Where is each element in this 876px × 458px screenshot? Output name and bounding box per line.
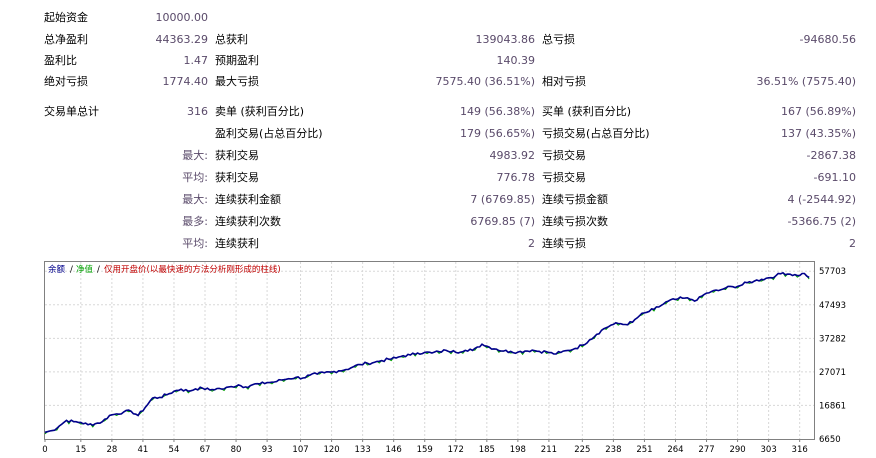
- chart-frame: [44, 261, 815, 440]
- average-loss-label: 亏损交易: [542, 171, 586, 184]
- legend-sep-2: /: [97, 265, 100, 275]
- average-prefix: 平均:: [182, 171, 208, 184]
- x-tick-label: 316: [792, 445, 808, 455]
- x-tick-label: 303: [761, 445, 777, 455]
- x-tick-label: 185: [479, 445, 495, 455]
- max-consec-wins-value: 7 (6769.85): [470, 193, 535, 206]
- x-tick-label: 277: [698, 445, 714, 455]
- gross-loss-value: -94680.56: [799, 33, 856, 46]
- y-tick-label: 27071: [819, 368, 846, 378]
- avg-prefix: 平均:: [182, 237, 208, 250]
- x-tick-label: 41: [138, 445, 149, 455]
- total-trades-label: 交易单总计: [44, 105, 99, 118]
- long-positions-value: 167 (56.89%): [780, 105, 856, 118]
- x-tick-label: 107: [292, 445, 308, 455]
- x-tick-label: 28: [106, 445, 117, 455]
- largest-loss-value: -2867.38: [806, 149, 856, 162]
- x-tick-label: 172: [448, 445, 464, 455]
- x-axis-ticks: 0 15 28 41 54 67 80 93 107 120 133 146 159 172 185 198 2…: [42, 439, 808, 455]
- x-tick-label: 198: [510, 445, 526, 455]
- legend-equity: 净值: [76, 264, 94, 275]
- profit-trades-label: 盈利交易(占总百分比): [215, 127, 323, 140]
- y-axis-ticks: 57703 47493 37282 27071 16861 6650: [819, 267, 846, 445]
- expected-payoff-value: 140.39: [496, 54, 536, 67]
- largest-profit-value: 4983.92: [489, 149, 536, 162]
- x-tick-label: 146: [386, 445, 402, 455]
- x-tick-label: 0: [42, 445, 47, 455]
- largest-profit-label: 获利交易: [215, 149, 259, 162]
- short-positions-value: 149 (56.38%): [459, 105, 535, 118]
- chart-grid: [45, 262, 814, 439]
- x-tick-label: 15: [75, 445, 86, 455]
- y-tick-label: 37282: [819, 334, 846, 344]
- relative-drawdown-label: 相对亏损: [542, 75, 586, 88]
- x-tick-label: 290: [729, 445, 745, 455]
- legend-sep-1: /: [70, 265, 73, 275]
- largest-loss-label: 亏损交易: [542, 149, 586, 162]
- largest-prefix: 最大:: [182, 149, 208, 162]
- x-tick-label: 67: [200, 445, 211, 455]
- x-tick-label: 251: [636, 445, 652, 455]
- long-positions-label: 买单 (获利百分比): [542, 105, 632, 118]
- x-tick-label: 211: [541, 445, 557, 455]
- gross-profit-label: 总获利: [215, 33, 248, 46]
- max-consec-losses-value: 4 (-2544.92): [787, 193, 856, 206]
- legend-balance: 余额: [48, 264, 66, 275]
- average-profit-label: 获利交易: [215, 171, 259, 184]
- max-consec-wins-label: 连续获利金额: [215, 193, 281, 206]
- gross-profit-value: 139043.86: [475, 33, 536, 46]
- absolute-drawdown-value: 1774.40: [162, 75, 209, 88]
- x-tick-label: 225: [574, 445, 590, 455]
- balance-line: [44, 271, 810, 434]
- gross-loss-label: 总亏损: [542, 33, 575, 46]
- x-tick-label: 264: [667, 445, 683, 455]
- absolute-drawdown-label: 绝对亏损: [44, 75, 88, 88]
- legend-note: 仅用开盘价(以最快速的方法分析刚形成的柱线): [104, 264, 281, 275]
- maximal-consec-profit-label: 连续获利次数: [215, 215, 281, 228]
- avg-consec-losses-label: 连续亏损: [542, 237, 586, 250]
- x-tick-label: 54: [169, 445, 180, 455]
- x-tick-label: 93: [262, 445, 273, 455]
- x-tick-label: 80: [231, 445, 242, 455]
- maximal-consec-loss-label: 连续亏损次数: [542, 215, 608, 228]
- max-prefix: 最大:: [182, 193, 208, 206]
- maximal-consec-loss-value: -5366.75 (2): [787, 215, 856, 228]
- x-tick-label: 133: [355, 445, 371, 455]
- expected-payoff-label: 预期盈利: [215, 54, 259, 67]
- avg-consec-wins-value: 2: [528, 237, 535, 250]
- y-tick-label: 16861: [819, 401, 846, 411]
- maximal-drawdown-label: 最大亏损: [215, 75, 259, 88]
- x-tick-label: 159: [417, 445, 433, 455]
- relative-drawdown-value: 36.51% (7575.40): [756, 75, 856, 88]
- initial-deposit-value: 10000.00: [155, 11, 209, 24]
- loss-trades-value: 137 (43.35%): [780, 127, 856, 140]
- total-net-profit-value: 44363.29: [155, 33, 209, 46]
- maximal-prefix: 最多:: [182, 215, 208, 228]
- chart-legend: 余额 / 净值 / 仅用开盘价(以最快速的方法分析刚形成的柱线): [48, 264, 281, 275]
- maximal-consec-profit-value: 6769.85 (7): [470, 215, 535, 228]
- loss-trades-label: 亏损交易(占总百分比): [542, 127, 650, 140]
- total-trades-value: 316: [187, 105, 208, 118]
- profit-trades-value: 179 (56.65%): [459, 127, 535, 140]
- y-tick-label: 6650: [819, 435, 841, 445]
- avg-consec-wins-label: 连续获利: [215, 237, 259, 250]
- x-tick-label: 120: [323, 445, 339, 455]
- short-positions-label: 卖单 (获利百分比): [215, 105, 305, 118]
- profit-factor-label: 盈利比: [44, 54, 77, 67]
- average-loss-value: -691.10: [813, 171, 856, 184]
- average-profit-value: 776.78: [496, 171, 536, 184]
- max-consec-losses-label: 连续亏损金额: [542, 193, 608, 206]
- y-tick-label: 47493: [819, 301, 846, 311]
- initial-deposit-label: 起始资金: [44, 11, 88, 24]
- y-tick-label: 57703: [819, 267, 846, 277]
- profit-factor-value: 1.47: [183, 54, 209, 67]
- maximal-drawdown-value: 7575.40 (36.51%): [435, 75, 535, 88]
- total-net-profit-label: 总净盈利: [44, 33, 88, 46]
- x-tick-label: 238: [605, 445, 621, 455]
- avg-consec-losses-value: 2: [849, 237, 856, 250]
